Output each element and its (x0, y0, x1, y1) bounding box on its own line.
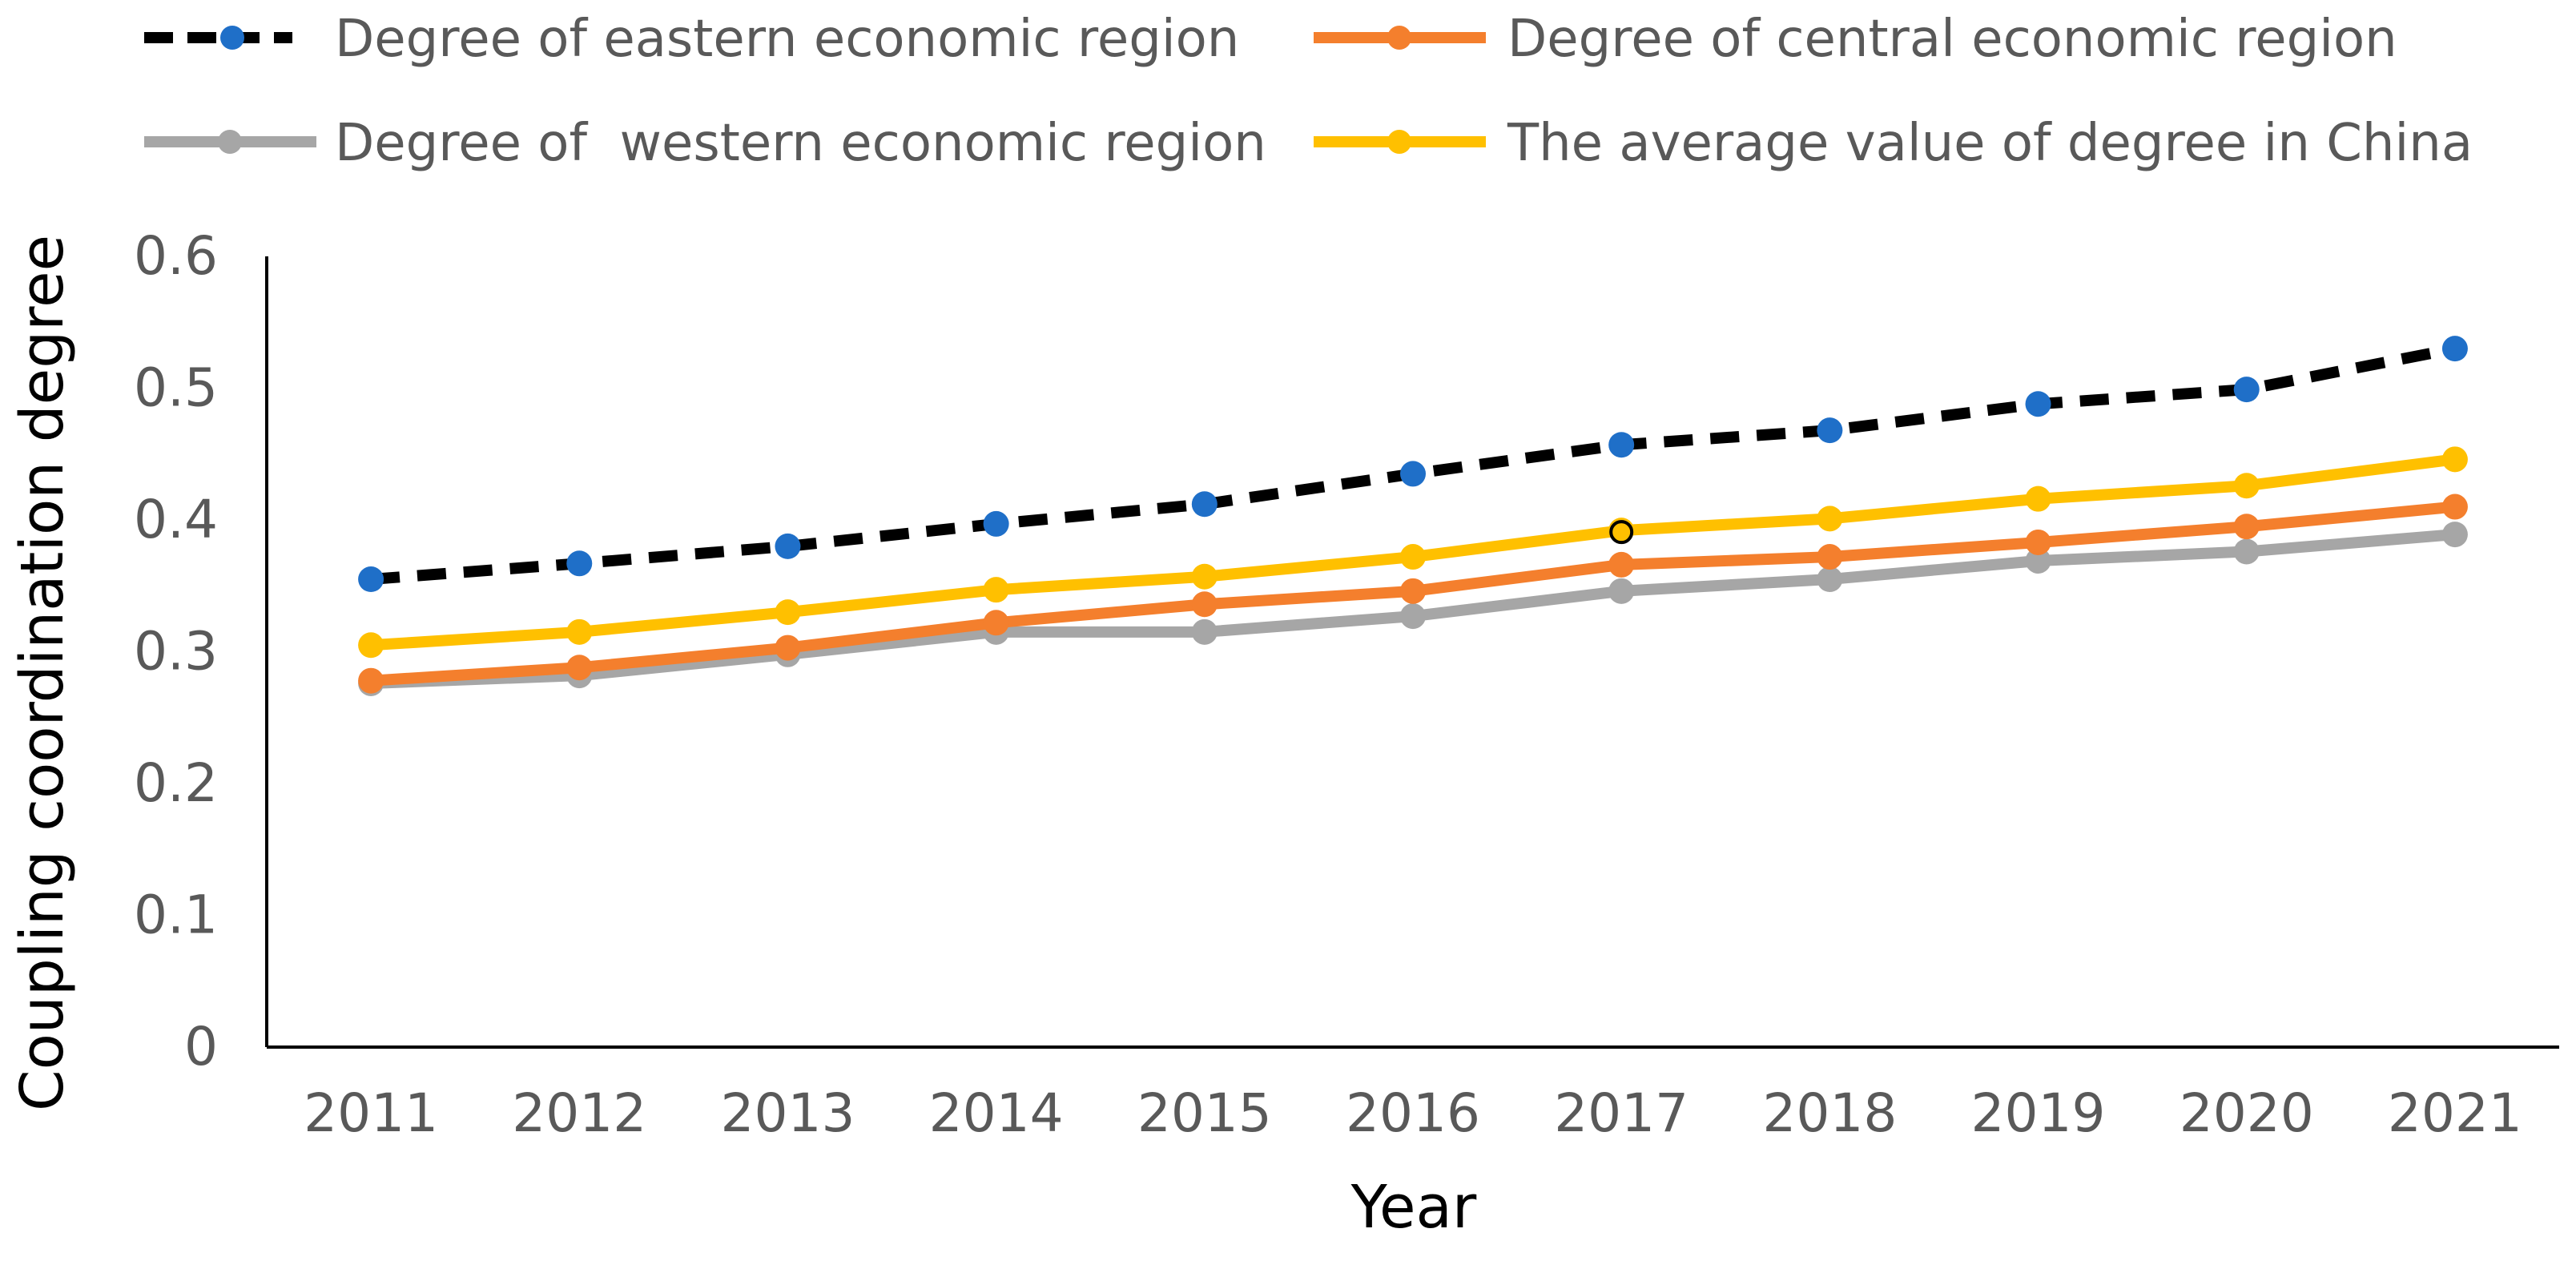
y-tick-label: 0.1 (134, 884, 218, 946)
data-point (1608, 551, 1635, 578)
data-point (775, 635, 801, 661)
legend: Degree of eastern economic region Degree… (144, 10, 2473, 173)
data-point (1817, 566, 1843, 593)
data-point (2025, 391, 2051, 417)
data-point (1191, 491, 1218, 518)
data-point (1191, 591, 1218, 618)
y-tick-label: 0.3 (134, 621, 218, 683)
data-point (775, 599, 801, 626)
data-point (1608, 578, 1635, 604)
x-tick-label: 2014 (929, 1082, 1064, 1144)
legend-label-eastern: Degree of eastern economic region (335, 10, 1239, 69)
data-point (983, 577, 1009, 603)
legend-entry-eastern: Degree of eastern economic region (144, 10, 1239, 69)
x-tick-label: 2016 (1346, 1082, 1480, 1144)
x-tick-label: 2021 (2388, 1082, 2522, 1144)
data-point (566, 618, 593, 645)
data-point (1817, 417, 1843, 444)
y-tick-label: 0.4 (134, 489, 218, 550)
x-tick-label: 2011 (304, 1082, 438, 1144)
data-point (2441, 522, 2468, 548)
data-point (1400, 544, 1426, 570)
x-tick-label: 2013 (720, 1082, 855, 1144)
legend-entry-average: The average value of degree in China (1314, 114, 2473, 173)
data-point (358, 632, 384, 659)
data-point (566, 655, 593, 681)
legend-entry-western: Degree of western economic region (144, 114, 1266, 173)
legend-label-western: Degree of western economic region (335, 114, 1266, 173)
x-axis-title: Year (1350, 1173, 1477, 1242)
legend-label-central: Degree of central economic region (1507, 10, 2397, 69)
data-point (358, 566, 384, 593)
data-point (2441, 336, 2468, 362)
y-tick-label: 0.6 (134, 225, 218, 287)
x-tick-labels: 2011 2012 2013 2014 2015 2016 2017 2018 2019 2020… (304, 1082, 2522, 1144)
legend-entry-central: Degree of central economic region (1314, 10, 2397, 69)
data-point (1400, 461, 1426, 487)
x-tick-label: 2020 (2180, 1082, 2314, 1144)
y-tick-labels: 0 0.1 0.2 0.3 0.4 0.5 0.6 (134, 225, 218, 1078)
legend-marker-western (218, 130, 242, 154)
series-1 (358, 494, 2468, 694)
series-0 (358, 336, 2468, 593)
data-point (1191, 563, 1218, 590)
x-tick-label: 2015 (1137, 1082, 1272, 1144)
legend-label-average: The average value of degree in China (1507, 114, 2473, 173)
data-point (2025, 547, 2051, 574)
y-tick-label: 0.5 (134, 357, 218, 419)
data-point (2025, 529, 2051, 555)
data-point (1817, 544, 1843, 570)
data-point (1817, 506, 1843, 532)
x-tick-label: 2012 (512, 1082, 646, 1144)
data-point (983, 610, 1009, 636)
y-axis-title: Coupling coordination degree (8, 235, 77, 1111)
series-2 (358, 522, 2468, 696)
legend-marker-eastern (220, 26, 244, 50)
data-point (775, 533, 801, 559)
selected-data-point (1609, 520, 1634, 545)
x-tick-label: 2018 (1762, 1082, 1897, 1144)
data-point (1400, 603, 1426, 630)
data-point (1191, 618, 1218, 645)
series-layer (358, 336, 2468, 696)
data-point (566, 550, 593, 577)
data-point (1400, 578, 1426, 604)
data-point (2233, 377, 2260, 403)
legend-marker-average (1387, 130, 1411, 154)
x-tick-label: 2019 (1971, 1082, 2106, 1144)
data-point (983, 510, 1009, 537)
y-tick-label: 0.2 (134, 752, 218, 814)
legend-marker-central (1387, 26, 1411, 50)
data-point (2233, 538, 2260, 565)
y-tick-label: 0 (184, 1016, 218, 1078)
data-point (2233, 473, 2260, 499)
data-point (1608, 432, 1635, 458)
data-point (2233, 514, 2260, 540)
data-point (2441, 446, 2468, 473)
data-point (2025, 485, 2051, 512)
x-tick-label: 2017 (1554, 1082, 1688, 1144)
data-point (358, 667, 384, 694)
data-point (2441, 494, 2468, 520)
